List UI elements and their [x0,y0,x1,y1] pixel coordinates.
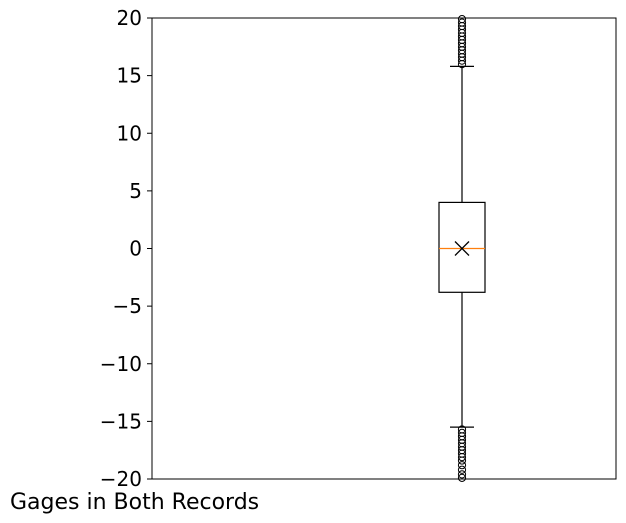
y-tick-label: 10 [117,121,142,145]
iqr-box [438,201,486,293]
x-axis-category-label: Gages in Both Records [10,490,259,515]
y-tick-label: 5 [129,179,142,203]
outlier-point [457,470,467,479]
y-tick-label: −5 [113,294,142,318]
y-tick-label: 15 [117,64,142,88]
y-tick-label: −10 [100,352,142,376]
y-tick-label: −15 [100,409,142,433]
outlier-point [457,18,467,27]
outlier-point [457,465,467,474]
outlier-point [457,461,467,470]
y-tick-label: 20 [117,6,142,30]
outlier-point [457,15,467,24]
y-tick-label: −20 [100,467,142,491]
outlier-point [457,456,467,465]
y-axis: −20 −15 −10 −5 0 5 10 15 20 [100,6,152,491]
outlier-point [457,473,467,482]
mean-marker-stroke [454,241,470,256]
plot-area [151,17,617,480]
box-plot [438,15,486,482]
outlier-point [457,453,467,462]
mean-marker [454,241,470,256]
y-tick-label: 0 [129,237,142,261]
